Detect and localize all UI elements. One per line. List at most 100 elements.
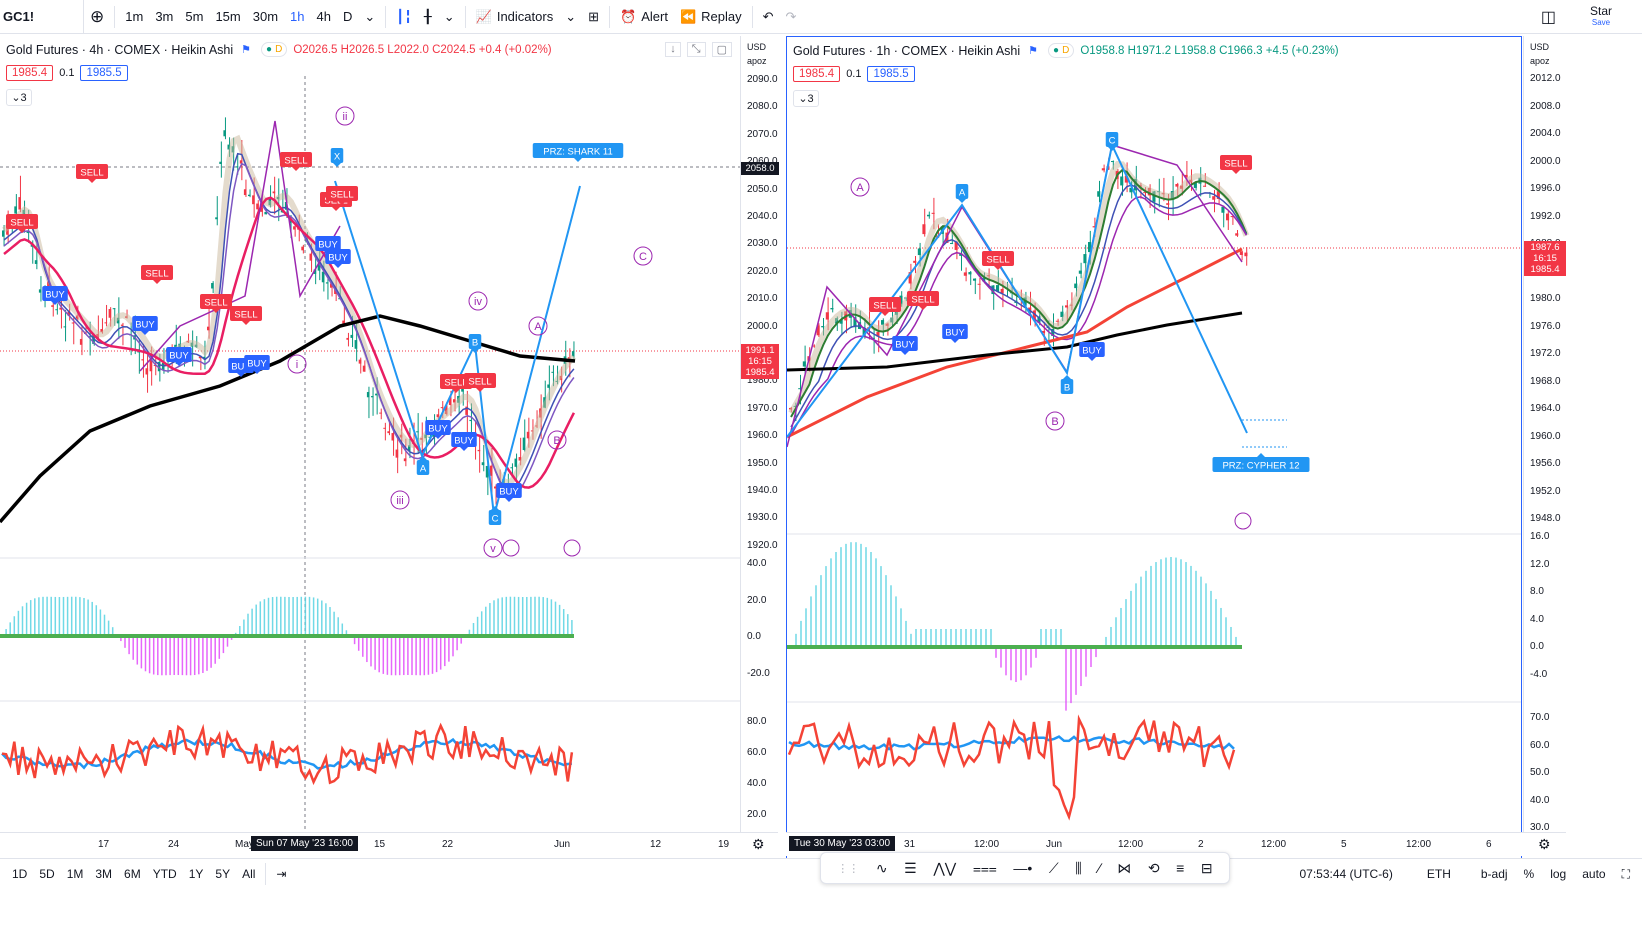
symbol-search[interactable]: GC1! — [0, 0, 84, 34]
fib-retracement-icon[interactable]: ☰ — [904, 859, 917, 876]
left-time-axis[interactable]: 17 24 May 15 22 Jun 12 19 Sun 07 May '23 16:00 … — [0, 832, 778, 856]
xabcd-pattern-icon[interactable]: ⋈ — [1117, 859, 1132, 876]
session-button[interactable]: ETH — [1426, 867, 1451, 881]
fib-extension-icon[interactable]: ≡ — [1176, 860, 1185, 876]
left-price-axis[interactable]: USD apoz 2090.0 2080.0 2070.0 2060.0 2050.0 2… — [740, 36, 779, 856]
range-ytd[interactable]: YTD — [152, 866, 177, 881]
bid-box[interactable]: 1985.4 — [6, 65, 54, 81]
left-axis-unit2[interactable]: apoz — [747, 56, 767, 66]
interval-30m[interactable]: 30m — [252, 9, 279, 24]
price-tick: 1960.0 — [747, 430, 778, 442]
left-candle-body — [100, 329, 103, 333]
buy-signal-bg — [451, 432, 477, 447]
range-5d[interactable]: 5D — [39, 866, 55, 881]
indicators-dropdown[interactable]: ⌄ — [559, 4, 582, 30]
right-legend: Gold Futures · 1h · COMEX · Heikin Ashi … — [793, 43, 1339, 58]
interval-3m[interactable]: 3m — [155, 9, 174, 24]
brush-icon[interactable]: ⟲ — [1147, 859, 1160, 876]
range-1d[interactable]: 1D — [12, 866, 28, 881]
flash-icon — [1234, 512, 1252, 530]
ask-box[interactable]: 1985.5 — [867, 66, 915, 82]
interval-15m[interactable]: 15m — [215, 9, 241, 24]
right-collapse-button[interactable]: ⌄ 3 — [793, 90, 819, 107]
right-status-pill[interactable]: ● D — [1048, 43, 1075, 58]
pitchfork-icon[interactable]: ⫼ — [1075, 859, 1082, 876]
arrow-down-icon[interactable]: ↓ — [665, 42, 681, 57]
bar-type-button[interactable]: ╂ — [418, 4, 438, 30]
layout-button[interactable]: ⊞ — [582, 4, 605, 30]
left-candle-body — [301, 246, 304, 251]
log-button[interactable]: log — [1550, 867, 1567, 881]
wave-label-text: iv — [474, 296, 482, 308]
range-1y[interactable]: 1Y — [188, 866, 204, 881]
left-candle-body — [485, 465, 489, 478]
left-status-pill[interactable]: ● D — [261, 42, 288, 57]
left-axis-unit[interactable]: USD — [747, 42, 767, 52]
right-chart-panel[interactable]: A B C PRZ: CYPHER 12 SELL SELL SELL SELL BUY BUY B… — [786, 36, 1522, 866]
interval-1m[interactable]: 1m — [125, 9, 144, 24]
undo-button[interactable]: ↶ — [757, 4, 780, 30]
sell-signal-bg — [141, 265, 173, 280]
chart-type-dropdown[interactable]: ⌄ — [438, 4, 461, 30]
adjust-button[interactable]: b-adj — [1480, 867, 1508, 881]
gear-icon[interactable]: ⚙ — [1538, 836, 1551, 852]
percent-button[interactable]: % — [1523, 867, 1535, 881]
range-6m[interactable]: 6M — [124, 866, 141, 881]
range-5y[interactable]: 5Y — [215, 866, 231, 881]
left-candle-body — [243, 189, 247, 196]
collapse-count: 3 — [20, 91, 27, 104]
rsi-tick: 60.0 — [747, 747, 767, 758]
interval-4h[interactable]: 4h — [316, 9, 331, 24]
left-candle-body — [215, 217, 218, 220]
drag-handle-icon[interactable]: ⋮⋮ — [837, 862, 860, 875]
sell-signal-arrow — [242, 321, 250, 325]
left-panel-controls: ↓ ⤡ ▢ — [665, 42, 732, 57]
interval-1h[interactable]: 1h — [290, 9, 305, 24]
candle-type-button[interactable]: ┃╏ — [390, 4, 418, 30]
replay-button[interactable]: ⏪ Replay — [674, 4, 748, 30]
horizontal-line-icon[interactable]: —• — [1013, 860, 1033, 876]
left-collapse-button[interactable]: ⌄ 3 — [6, 89, 32, 106]
range-3m[interactable]: 3M — [95, 866, 113, 881]
right-price-axis[interactable]: USD apoz 2012.0 2008.0 2004.0 2000.0 1996.0 1… — [1523, 36, 1566, 856]
sell-signal-bg — [982, 251, 1014, 266]
add-symbol-button[interactable]: ⊕ — [84, 4, 110, 30]
bid-box[interactable]: 1985.4 — [793, 66, 841, 82]
rsi-tick: 40.0 — [747, 778, 767, 789]
interval-5m[interactable]: 5m — [185, 9, 204, 24]
right-chart-canvas[interactable]: A B C PRZ: CYPHER 12 SELL SELL SELL SELL BUY BUY B… — [787, 37, 1522, 833]
abcd-pattern-icon[interactable]: ⋀⋁ — [933, 859, 957, 876]
interval-dropdown-button[interactable]: ⌄ — [358, 4, 381, 30]
clock-display[interactable]: 07:53:44 (UTC-6) — [1299, 867, 1393, 881]
wave-label-ring — [547, 430, 567, 450]
ray-icon[interactable]: ∕ — [1098, 860, 1101, 876]
elliott-wave-icon[interactable]: ∿ — [875, 859, 888, 876]
channel-icon[interactable]: ⩶ — [972, 859, 997, 876]
alert-button[interactable]: ⏰ Alert — [614, 4, 674, 30]
gear-icon[interactable]: ⚙ — [752, 836, 765, 852]
maximize-icon[interactable]: ▢ — [711, 42, 732, 57]
star-save-button[interactable]: Star Save — [1584, 4, 1618, 30]
ask-box[interactable]: 1985.5 — [80, 65, 128, 81]
left-candle-body — [309, 253, 313, 261]
collapse-icon[interactable]: ⤡ — [686, 42, 706, 57]
range-1m[interactable]: 1M — [66, 866, 84, 881]
buy-signal-text: BUY — [318, 240, 338, 251]
range-all[interactable]: All — [242, 866, 256, 881]
right-axis-unit[interactable]: USD — [1530, 42, 1550, 52]
buy-signal-arrow — [460, 447, 468, 451]
date-range-icon[interactable]: ⇥ — [276, 866, 287, 881]
layout-split-button[interactable]: ◫ — [1535, 4, 1562, 30]
right-candle-body — [908, 272, 912, 284]
interval-D[interactable]: D — [342, 9, 353, 24]
indicators-button[interactable]: 📈 Indicators — [470, 4, 560, 30]
measure-icon[interactable]: ⊟ — [1200, 859, 1213, 876]
auto-button[interactable]: auto — [1582, 867, 1606, 881]
trend-line-icon[interactable]: ⟋ — [1048, 859, 1059, 876]
rsi-tick: 20.0 — [747, 809, 767, 820]
right-axis-unit2[interactable]: apoz — [1530, 56, 1550, 66]
fullscreen-icon[interactable]: ⛶ — [1621, 866, 1630, 881]
left-chart-panel[interactable]: X A B C PRZ: SHARK 11 SELL SELL SELL SELL SELL SEL… — [0, 36, 740, 866]
redo-button[interactable]: ↷ — [780, 4, 803, 30]
